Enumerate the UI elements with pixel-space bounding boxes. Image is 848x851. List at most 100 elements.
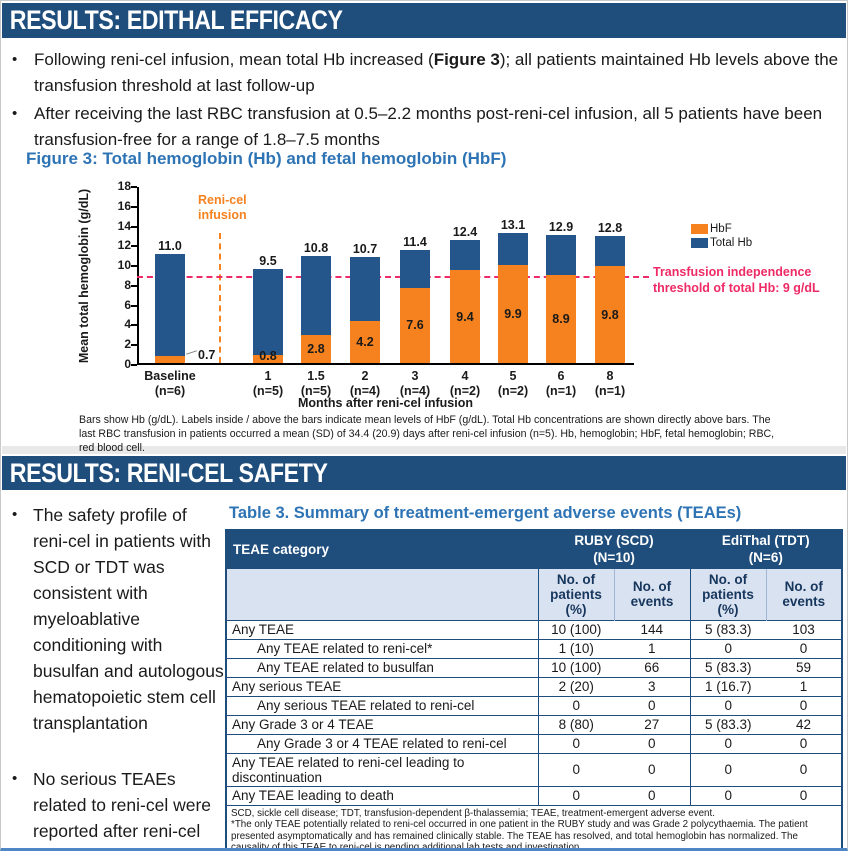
table-row: Any serious TEAE related to reni-cel 0 0 0 0 xyxy=(226,695,843,715)
stacked-bar xyxy=(301,256,331,363)
stacked-bar xyxy=(498,233,528,363)
row-value: 0 xyxy=(537,733,614,753)
y-tick-mark xyxy=(131,304,137,307)
bar-hbf-label: 0.8 xyxy=(259,349,277,363)
hbf-swatch-icon xyxy=(691,224,708,234)
row-value: 1 (16.7) xyxy=(689,676,767,696)
row-category: Any TEAE related to reni-cel* xyxy=(226,638,538,658)
stacked-bar xyxy=(253,269,283,363)
teae-table: TEAE category RUBY (SCD) (N=10) EdiThal … xyxy=(225,529,844,848)
bar-total-label: 12.9 xyxy=(548,220,574,235)
bullet-item: • Following reni-cel infusion, mean total… xyxy=(12,50,839,95)
bar-total-label: 11.0 xyxy=(158,239,182,254)
section-edithal-efficacy: RESULTS: EDITHAL EFFICACY • Following ren… xyxy=(1,3,847,454)
row-value: 0 xyxy=(689,638,767,658)
table-row: Any TEAE related to reni-cel* 1 (10) 1 0 0 xyxy=(226,638,843,658)
bar-total-label: 11.4 xyxy=(403,235,427,250)
y-tick-label: 10 xyxy=(117,258,131,273)
row-value: 0 xyxy=(614,695,691,715)
row-category: Any Grade 3 or 4 TEAE related to reni-ce… xyxy=(226,733,538,753)
stacked-bar xyxy=(546,235,576,363)
infusion-annotation: Reni-cel infusion xyxy=(198,193,247,222)
bar-hbf-label: 0.7 xyxy=(198,348,216,362)
y-tick-mark xyxy=(131,265,137,268)
hbf-segment xyxy=(350,321,380,363)
y-tick-label: 14 xyxy=(117,218,131,233)
x-category: Baseline (n=6) xyxy=(144,369,196,398)
row-value: 0 xyxy=(689,752,767,786)
stacked-bar xyxy=(350,257,380,363)
bullet-item: • The safety profile of reni-cel in patie… xyxy=(12,505,224,733)
row-value: 2 (20) xyxy=(537,676,614,696)
section-divider xyxy=(2,446,846,454)
row-category: Any TEAE related to reni-cel leading to … xyxy=(226,752,538,786)
row-value: 1 xyxy=(766,676,843,696)
row-value: 0 xyxy=(689,695,767,715)
hbf-segment xyxy=(498,265,528,363)
chart-legend: HbF Total Hb xyxy=(691,222,752,250)
plot-area: 11.0 0.7 Baseline (n=6) 9.5 0.8 1 (n=5) 10.8 2.8 1… xyxy=(137,187,649,398)
y-tick-mark xyxy=(131,225,137,228)
hbf-segment xyxy=(155,356,185,363)
x-category: 1 (n=5) xyxy=(252,369,284,398)
row-value: 144 xyxy=(614,619,691,639)
y-tick-label: 2 xyxy=(124,337,131,352)
row-value: 0 xyxy=(766,785,843,805)
row-value: 10 (100) xyxy=(537,657,614,677)
bullet-item: • No serious TEAEs related to reni-cel we… xyxy=(12,769,211,848)
x-category: 6 (n=1) xyxy=(545,369,577,398)
table-row: Any TEAE 10 (100) 144 5 (83.3) 103 xyxy=(226,619,843,639)
row-value: 0 xyxy=(537,695,614,715)
y-tick-label: 8 xyxy=(124,277,131,292)
threshold-annotation: Transfusion independence threshold of to… xyxy=(653,265,820,295)
bar-hbf-label: 4.2 xyxy=(356,335,374,350)
y-tick-mark xyxy=(131,186,137,188)
hbf-segment xyxy=(450,270,480,363)
row-value: 3 xyxy=(614,676,691,696)
y-axis-title: Mean total hemoglobin (g/dL) xyxy=(77,188,91,364)
figure3-title: Figure 3: Total hemoglobin (Hb) and feta… xyxy=(26,149,507,168)
row-value: 0 xyxy=(766,695,843,715)
stacked-bar xyxy=(155,254,185,363)
bar-total-label: 10.8 xyxy=(303,241,329,256)
subheader-edithal-patients: No. of patients (%) xyxy=(689,567,767,620)
row-value: 0 xyxy=(614,733,691,753)
bar-total-label: 9.5 xyxy=(259,254,277,269)
teae-table-body: Any TEAE 10 (100) 144 5 (83.3) 103 Any TEAE r… xyxy=(226,619,843,805)
subheader-edithal-events: No. of events xyxy=(765,567,843,620)
x-category: 1.5 (n=5) xyxy=(300,369,332,398)
legend-hbf-label: HbF xyxy=(710,223,732,235)
row-value: 10 (100) xyxy=(537,619,614,639)
bullet-item: • After receiving the last RBC transfusio… xyxy=(12,104,823,149)
bar-total-label: 12.4 xyxy=(452,225,478,240)
y-tick-mark xyxy=(131,344,137,347)
y-tick-label: 0 xyxy=(124,357,131,371)
row-category: Any Grade 3 or 4 TEAE xyxy=(226,714,538,734)
row-value: 8 (80) xyxy=(537,714,614,734)
y-tick-label: 16 xyxy=(117,198,131,213)
section2-bullets: • The safety profile of reni-cel in patie… xyxy=(1,490,225,848)
x-category: 2 (n=4) xyxy=(349,369,381,398)
section1-header-band: RESULTS: EDITHAL EFFICACY xyxy=(2,3,846,38)
row-category: Any serious TEAE related to reni-cel xyxy=(226,695,538,715)
table-row: Any Grade 3 or 4 TEAE related to reni-ce… xyxy=(226,733,843,753)
table-row: Any Grade 3 or 4 TEAE 8 (80) 27 5 (83.3) 42 xyxy=(226,714,843,734)
section1-bullets: • Following reni-cel infusion, mean total… xyxy=(1,47,847,153)
y-tick-label: 4 xyxy=(124,317,131,332)
row-value: 0 xyxy=(614,785,691,805)
y-tick-mark xyxy=(131,324,137,327)
row-value: 0 xyxy=(766,752,843,786)
bar-total-label: 10.7 xyxy=(352,242,378,257)
row-value: 59 xyxy=(766,657,843,677)
table-row: Any serious TEAE 2 (20) 3 1 (16.7) 1 xyxy=(226,676,843,696)
bar-hbf-label: 2.8 xyxy=(307,342,325,357)
row-value: 0 xyxy=(689,785,767,805)
x-category: 8 (n=1) xyxy=(594,369,626,398)
totalhb-swatch-icon xyxy=(691,238,708,248)
stacked-bar xyxy=(450,240,480,363)
stacked-bar xyxy=(400,250,430,363)
row-category: Any TEAE xyxy=(226,619,538,639)
y-tick-mark xyxy=(131,205,137,208)
y-tick-mark xyxy=(131,245,137,248)
